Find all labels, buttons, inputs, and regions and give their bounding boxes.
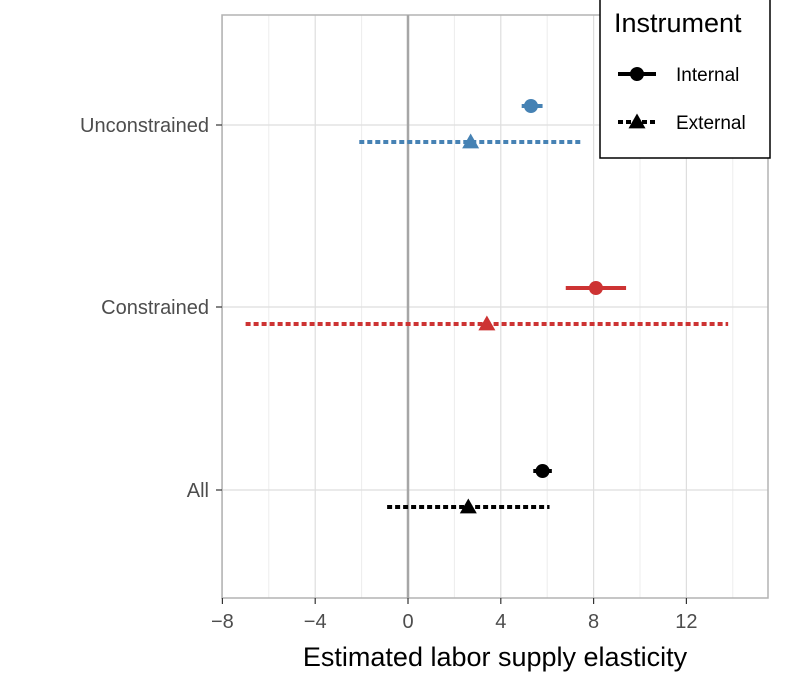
point-estimate-external: [462, 133, 480, 149]
x-tick-label: −8: [211, 611, 234, 633]
point-estimate-external: [459, 498, 477, 514]
y-axis: Unconstrained Constrained All: [80, 115, 222, 502]
x-tick-label: 0: [402, 611, 413, 633]
x-axis: −8 −4 0 4 8 12: [211, 598, 698, 633]
legend: Instrument Internal External: [599, 0, 771, 159]
legend-label-internal: Internal: [676, 65, 739, 86]
point-estimate-external: [478, 315, 496, 331]
legend-label-external: External: [676, 113, 746, 134]
point-estimate-internal: [523, 99, 538, 113]
legend-box: [599, 0, 771, 159]
plot-marks: [245, 99, 729, 514]
x-tick-label: −4: [304, 611, 327, 633]
x-tick-label: 4: [495, 611, 506, 633]
legend-key-marker-internal: [630, 67, 644, 81]
y-tick-label: Unconstrained: [80, 115, 209, 137]
legend-key-marker-external: [628, 113, 646, 129]
x-axis-title: Estimated labor supply elasticity: [303, 642, 688, 672]
point-estimate-internal: [588, 281, 603, 295]
y-tick-label: All: [187, 480, 209, 502]
point-estimate-internal: [535, 464, 550, 478]
legend-title: Instrument: [614, 8, 742, 38]
x-tick-label: 12: [675, 611, 697, 633]
x-tick-label: 8: [588, 611, 599, 633]
y-tick-label: Constrained: [101, 297, 209, 319]
